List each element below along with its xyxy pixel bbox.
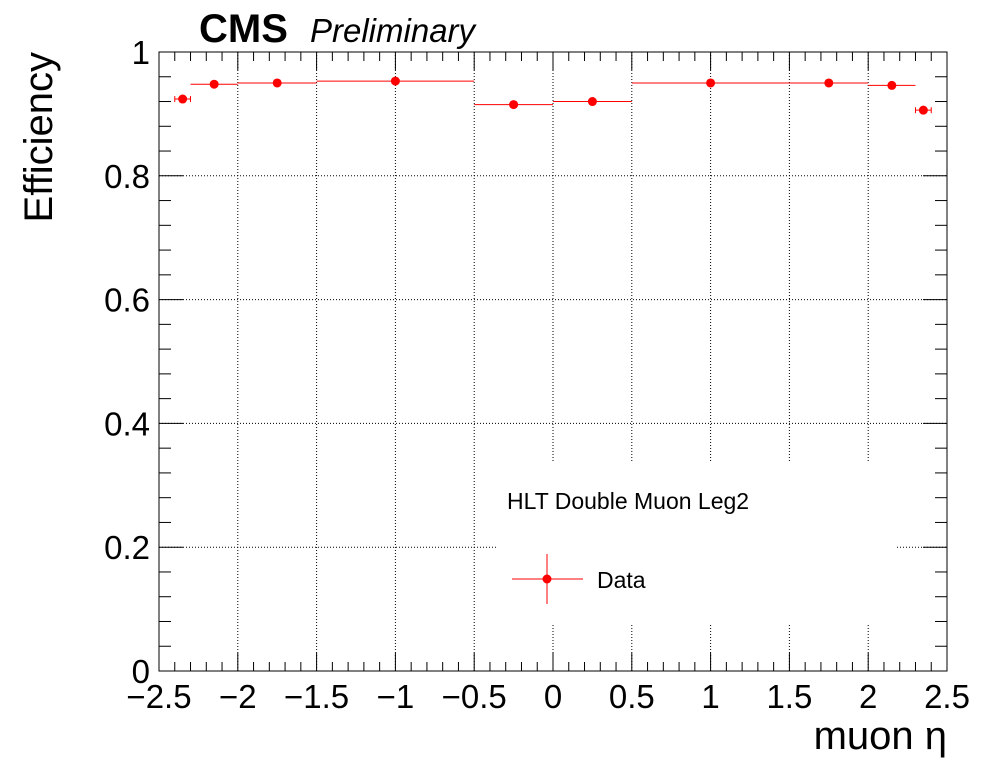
- x-tick-label: −2: [219, 678, 257, 715]
- x-tick-label: 2: [859, 678, 877, 715]
- y-tick-label: 0.6: [104, 282, 150, 319]
- tick-labels: −2.5 −2 −1.5 −1 −0.5 0 0.5 1 1.5 2 2.5 0 0.2 0.4 0.6 0.…: [104, 34, 970, 715]
- data-point: [209, 79, 219, 89]
- data-point: [918, 105, 928, 115]
- data-point: [390, 76, 400, 86]
- legend-marker-point: [542, 574, 552, 584]
- x-tick-label: −1.5: [284, 678, 349, 715]
- x-tick-label: 1: [701, 678, 719, 715]
- x-tick-label: −0.5: [442, 678, 507, 715]
- legend-entry-data: Data: [597, 567, 646, 593]
- data-point: [824, 78, 834, 88]
- experiment-label: CMS: [199, 7, 288, 51]
- y-tick-label: 1: [132, 34, 150, 71]
- x-tick-label: −1: [377, 678, 415, 715]
- data-series: [174, 76, 932, 115]
- y-axis-title: Efficiency: [17, 52, 61, 222]
- status-label: Preliminary: [310, 12, 478, 49]
- y-tick-label: 0: [132, 653, 150, 690]
- y-tick-label: 0.4: [104, 405, 150, 442]
- x-axis-title: muon η: [814, 714, 947, 758]
- plot-frame: [158, 51, 948, 672]
- axis-ticks: [158, 51, 948, 672]
- legend-background: [497, 463, 895, 623]
- data-point: [887, 80, 897, 90]
- data-point: [706, 78, 716, 88]
- data-point: [178, 94, 188, 104]
- x-tick-label: −2.5: [126, 678, 191, 715]
- data-point: [272, 78, 282, 88]
- x-tick-label: 2.5: [924, 678, 970, 715]
- x-tick-label: 0: [544, 678, 562, 715]
- annotation-text: HLT Double Muon Leg2: [507, 488, 749, 514]
- x-tick-label: 1.5: [766, 678, 812, 715]
- y-tick-label: 0.2: [104, 529, 150, 566]
- x-tick-label: 0.5: [609, 678, 655, 715]
- data-point: [587, 97, 597, 107]
- y-tick-label: 0.8: [104, 158, 150, 195]
- legend: [497, 463, 895, 623]
- data-point: [509, 100, 519, 110]
